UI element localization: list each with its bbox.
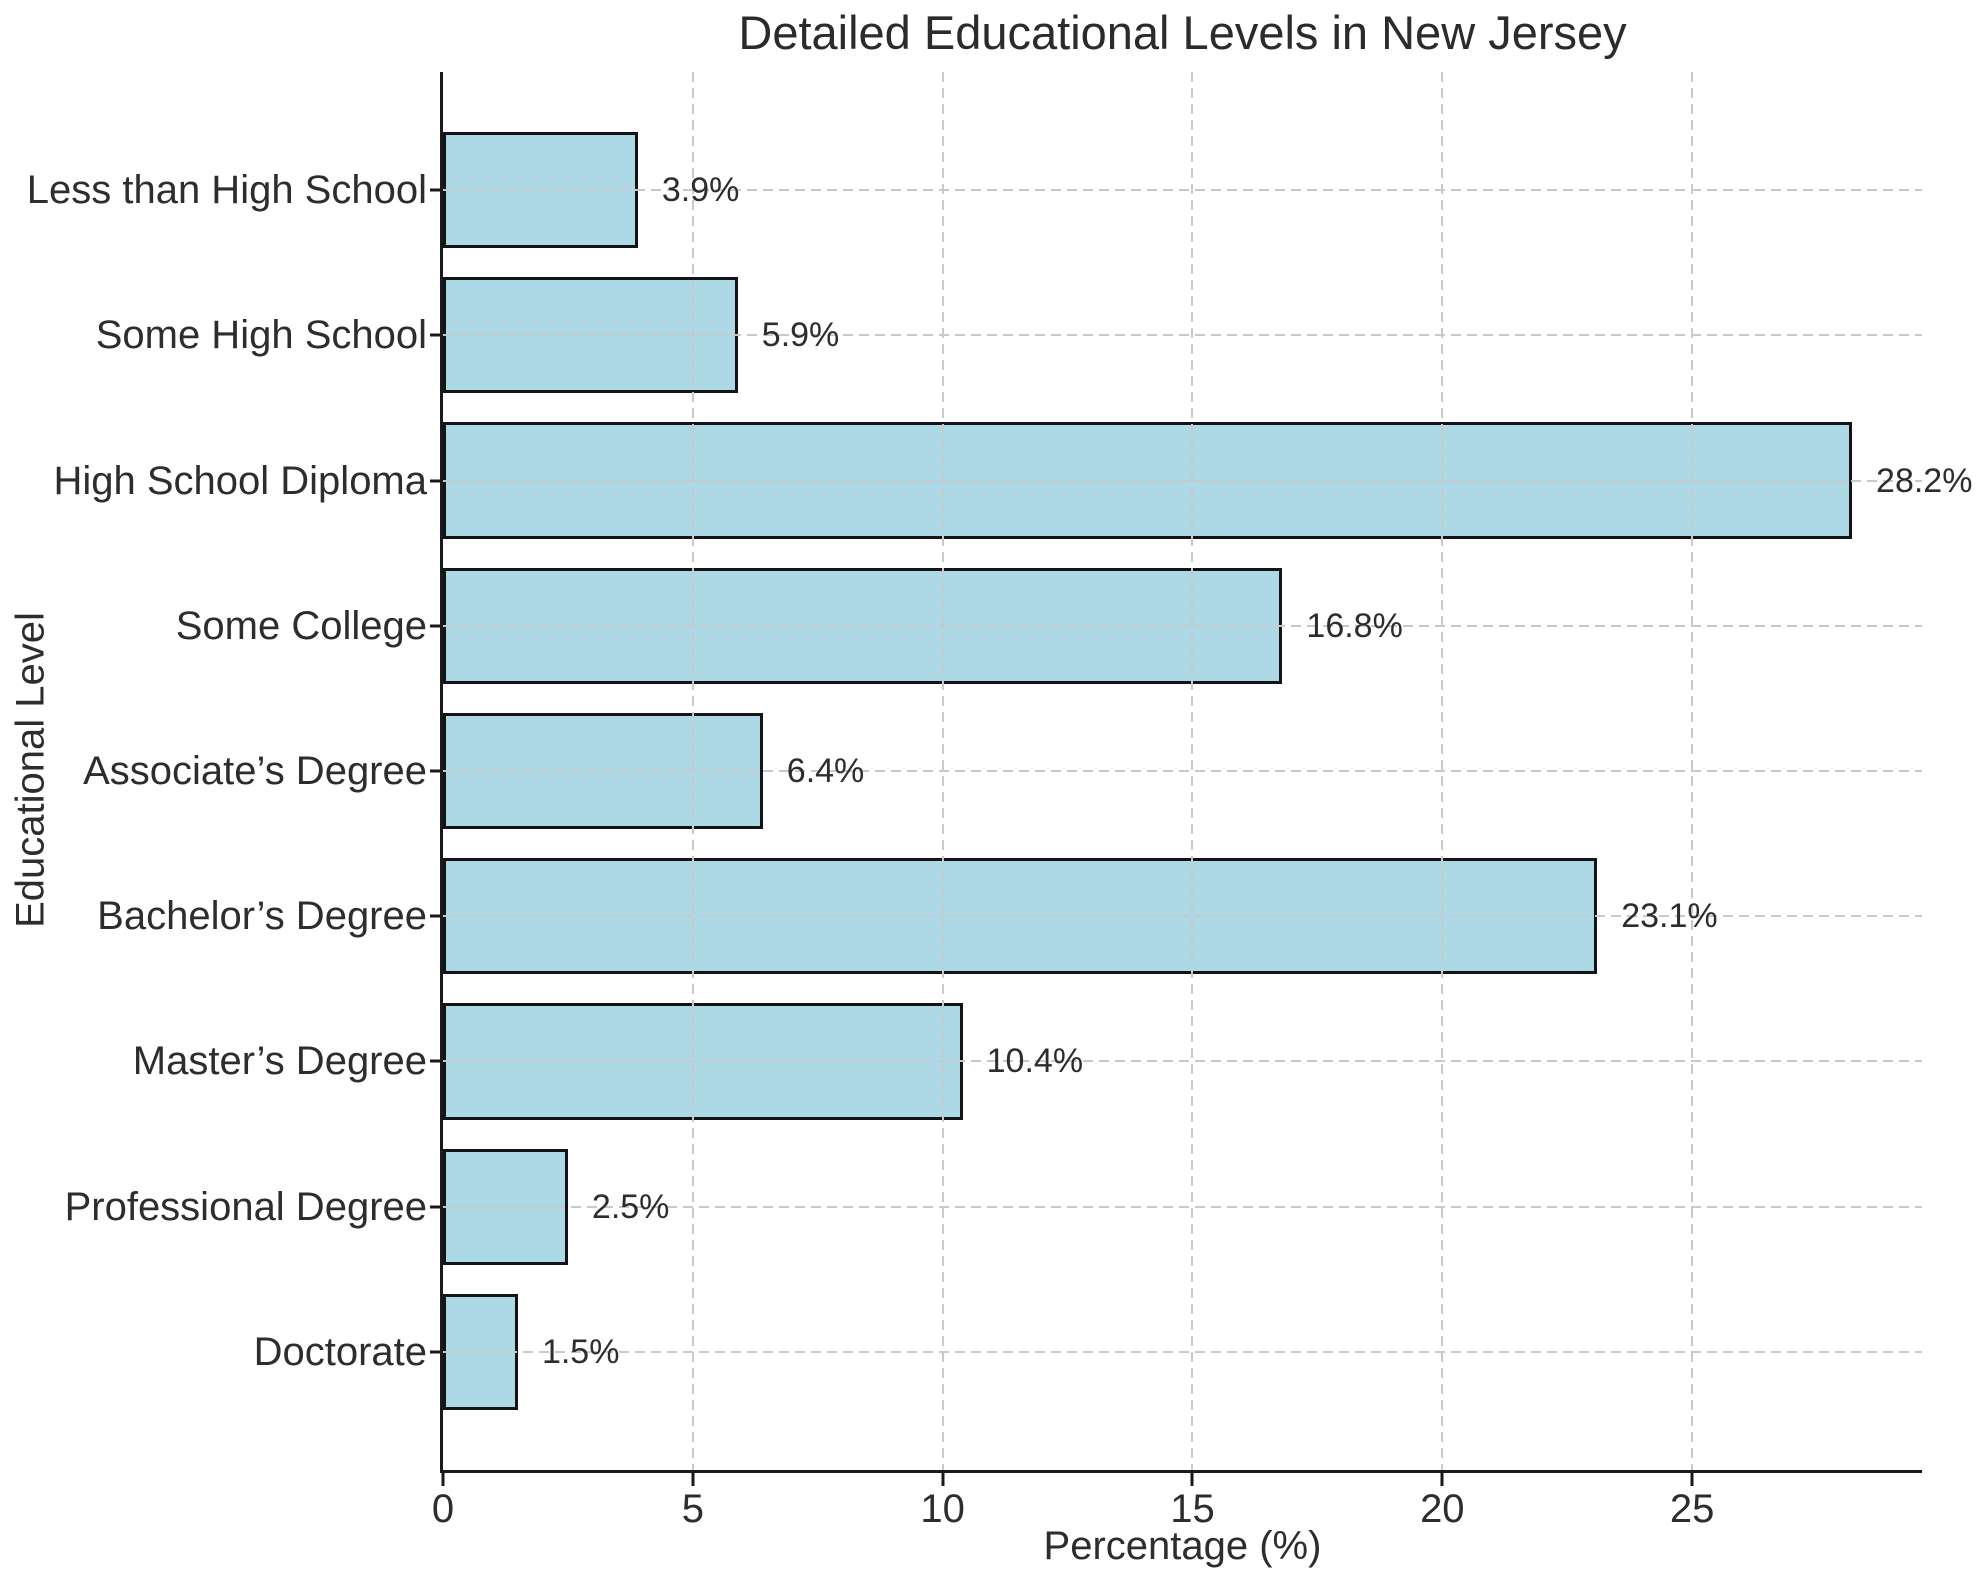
bar-value-label: 6.4% bbox=[786, 752, 865, 790]
x-tick-label: 25 bbox=[1669, 1487, 1715, 1531]
x-tick-mark bbox=[1440, 1473, 1444, 1486]
gridline-vertical bbox=[941, 72, 944, 1470]
gridline-horizontal bbox=[443, 1205, 1922, 1208]
x-tick-mark bbox=[1690, 1473, 1694, 1486]
x-tick-label: 20 bbox=[1420, 1487, 1465, 1531]
x-tick-mark bbox=[1190, 1473, 1194, 1486]
y-tick-label: Master’s Degree bbox=[132, 1039, 427, 1084]
y-tick-mark bbox=[430, 1205, 443, 1209]
x-tick-label: 5 bbox=[681, 1487, 704, 1531]
bar-value-label: 1.5% bbox=[541, 1332, 620, 1371]
bar-value-label: 10.4% bbox=[986, 1042, 1084, 1081]
x-tick-mark bbox=[941, 1473, 945, 1486]
labels-layer: 3.9% 5.9% 28.2% 16.8% 6.4% 23.1% 10.4% 2.5% 1.5% bbox=[443, 72, 1973, 1470]
y-tick-mark bbox=[430, 914, 443, 918]
y-tick-label: Bachelor’s Degree bbox=[97, 894, 427, 939]
y-tick-mark bbox=[430, 188, 443, 192]
y-tick-mark bbox=[430, 769, 443, 773]
y-tick-mark bbox=[430, 624, 443, 628]
x-tick-label: 0 bbox=[431, 1487, 455, 1531]
y-tick-mark bbox=[430, 1350, 443, 1354]
y-axis-spine bbox=[440, 72, 443, 1473]
y-tick-label: Doctorate bbox=[253, 1329, 427, 1374]
y-tick-label: Less than High School bbox=[26, 168, 427, 213]
gridline-horizontal bbox=[443, 1060, 1922, 1063]
gridline-vertical bbox=[691, 72, 694, 1470]
y-tick-label: Some College bbox=[175, 603, 427, 648]
bar-value-label: 5.9% bbox=[761, 316, 840, 355]
bar-value-label: 16.8% bbox=[1306, 606, 1403, 645]
axis-layer: Less than High School Some High School Hig… bbox=[27, 72, 1922, 1529]
gridline-horizontal bbox=[443, 334, 1922, 337]
x-axis-title: Percentage (%) bbox=[1043, 1524, 1322, 1568]
gridline-horizontal bbox=[443, 479, 1922, 482]
y-axis-title: Educational Level bbox=[8, 612, 53, 928]
y-tick-mark bbox=[430, 1059, 443, 1063]
bar-value-label: 28.2% bbox=[1876, 461, 1973, 500]
y-tick-mark bbox=[430, 479, 443, 482]
x-tick-label: 10 bbox=[920, 1487, 965, 1531]
chart-title: Detailed Educational Levels in New Jerse… bbox=[738, 6, 1627, 59]
bar-value-label: 3.9% bbox=[661, 171, 740, 210]
gridline-horizontal bbox=[443, 915, 1922, 918]
gridline-vertical bbox=[1441, 72, 1444, 1470]
bar-value-label: 2.5% bbox=[591, 1187, 670, 1226]
y-tick-mark bbox=[430, 333, 443, 337]
y-tick-label: Associate’s Degree bbox=[83, 749, 427, 793]
gridline-vertical bbox=[1691, 72, 1694, 1470]
y-tick-label: Professional Degree bbox=[64, 1184, 427, 1229]
plot-area: 3.9% 5.9% 28.2% 16.8% 6.4% 23.1% 10.4% 2.5% 1.5%… bbox=[27, 72, 1973, 1529]
x-tick-label: 15 bbox=[1170, 1487, 1215, 1531]
gridline-horizontal bbox=[443, 189, 1922, 192]
gridline-horizontal bbox=[443, 624, 1922, 627]
y-tick-label: Some High School bbox=[95, 313, 427, 358]
bar-value-label: 23.1% bbox=[1621, 897, 1718, 936]
y-tick-label: High School Diploma bbox=[53, 458, 427, 503]
x-tick-mark bbox=[691, 1473, 695, 1486]
gridline-horizontal bbox=[443, 1350, 1922, 1353]
grid-layer bbox=[443, 72, 1922, 1470]
gridline-vertical bbox=[1191, 72, 1194, 1470]
x-axis-spine bbox=[440, 1470, 1922, 1473]
gridline-horizontal bbox=[443, 770, 1922, 772]
x-tick-mark bbox=[441, 1473, 445, 1486]
